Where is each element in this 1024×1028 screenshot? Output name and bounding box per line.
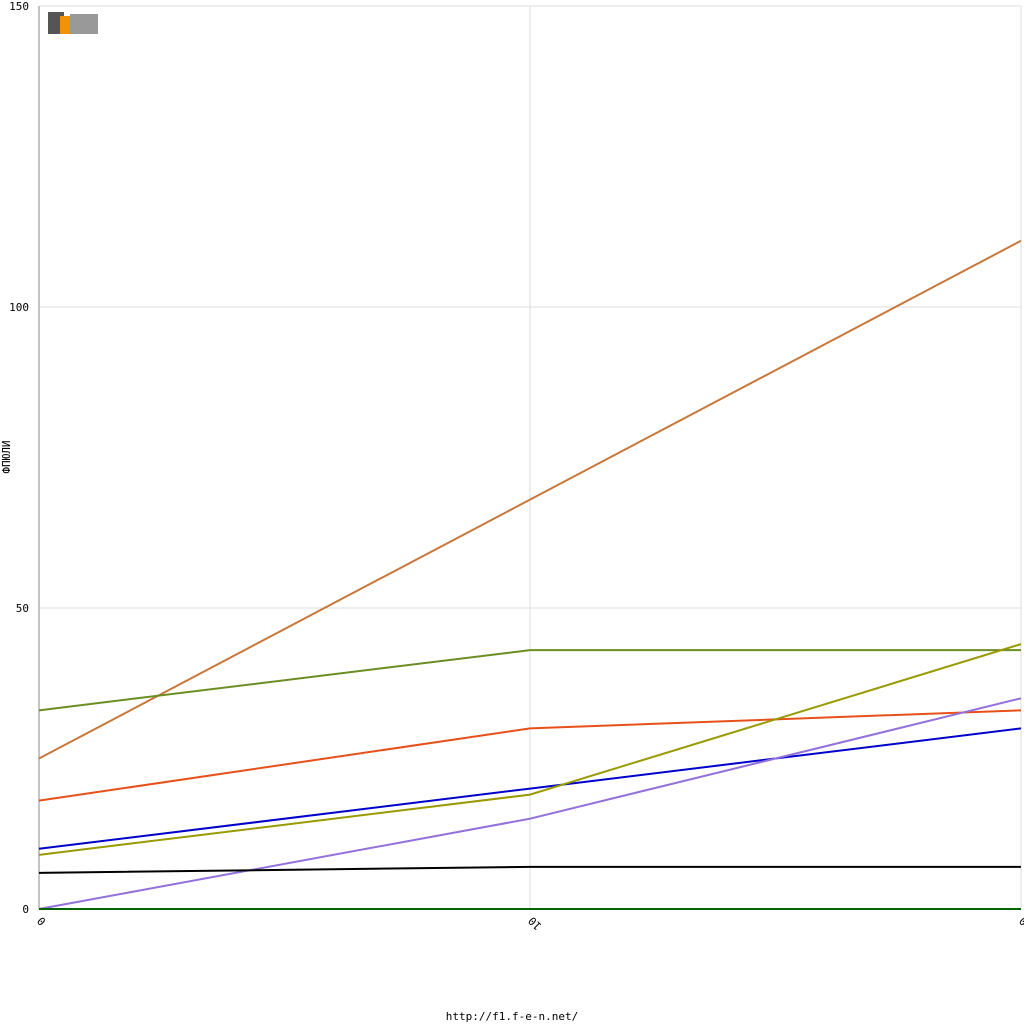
line-series [38, 727, 1022, 850]
y-tick-label: 100 [9, 301, 29, 314]
line-series [38, 709, 1022, 802]
line-series [38, 697, 1022, 910]
line-series [38, 643, 1022, 856]
y-tick-label: 150 [9, 0, 29, 13]
y-tick-label: 0 [22, 903, 29, 916]
x-tick-label: 0 [35, 914, 49, 928]
x-tick-label: 10 [1017, 914, 1024, 933]
line-series [38, 649, 1021, 712]
y-tick-label: 50 [16, 602, 29, 615]
x-tick-label: 10 [526, 914, 545, 933]
line-series [38, 239, 1022, 760]
logo [48, 12, 98, 34]
footer: http://f1.f-e-n.net/ [446, 1010, 578, 1023]
y-axis-label: ФПЮЛИ [0, 440, 13, 473]
line-series [38, 865, 1021, 874]
